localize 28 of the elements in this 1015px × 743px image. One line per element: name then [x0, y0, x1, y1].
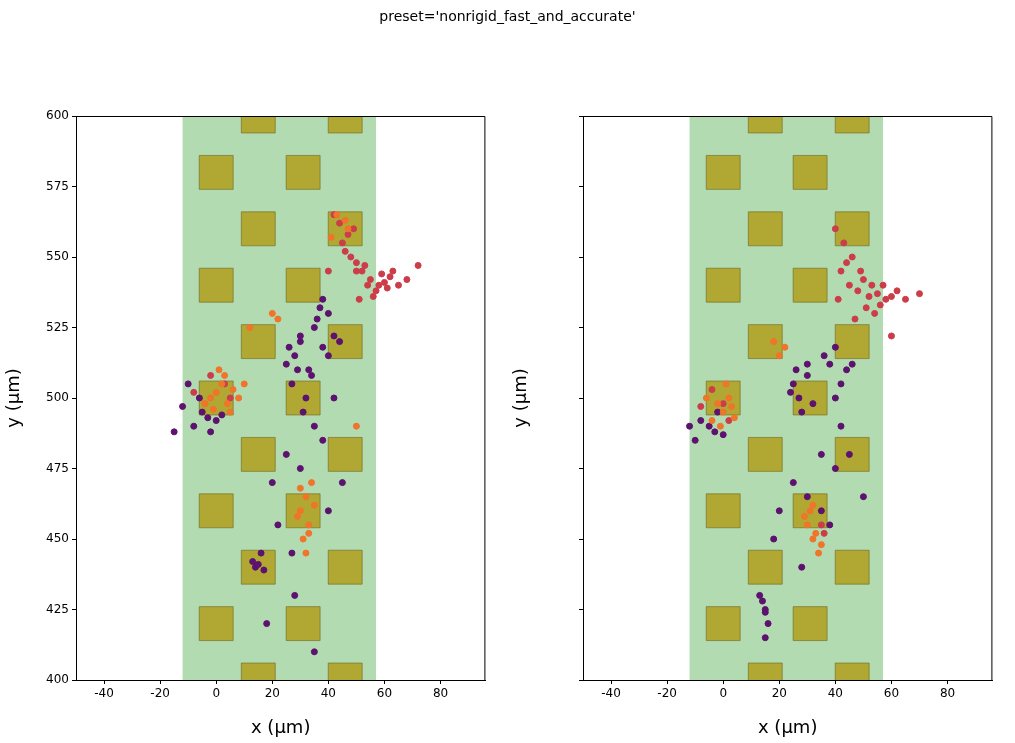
x-tick-label: 60: [883, 686, 900, 701]
x-tick-label: 60: [376, 686, 393, 701]
y-tick-label: 550: [46, 249, 69, 264]
y-tick-label: 450: [46, 531, 69, 546]
x-tick-label: 80: [432, 686, 449, 701]
y-axis-title: y (μm): [2, 368, 24, 428]
x-tick-label: 0: [719, 686, 728, 701]
x-tick-label: -40: [94, 686, 114, 701]
x-tick-label: 40: [827, 686, 844, 701]
y-tick-label: 525: [46, 319, 69, 334]
x-axis-title: x (μm): [758, 715, 818, 737]
x-tick-label: -40: [601, 686, 621, 701]
y-tick-label: 425: [46, 601, 69, 616]
y-tick-label: 600: [46, 108, 69, 123]
chart-title: preset='nonrigid_fast_and_accurate': [378, 8, 637, 24]
y-axis-title: y (μm): [509, 368, 531, 428]
x-tick-label: -20: [657, 686, 677, 701]
x-tick-label: 0: [212, 686, 221, 701]
y-tick-label: 500: [46, 390, 69, 405]
y-tick-label: 475: [46, 460, 69, 475]
x-tick-label: 20: [264, 686, 280, 701]
x-tick-label: 20: [771, 686, 787, 701]
x-tick-label: 80: [939, 686, 956, 701]
x-axis-title: x (μm): [251, 715, 311, 737]
x-tick-label: -20: [150, 686, 170, 701]
x-tick-label: 40: [320, 686, 337, 701]
y-tick-label: 575: [46, 178, 69, 193]
y-tick-label: 400: [46, 672, 69, 687]
